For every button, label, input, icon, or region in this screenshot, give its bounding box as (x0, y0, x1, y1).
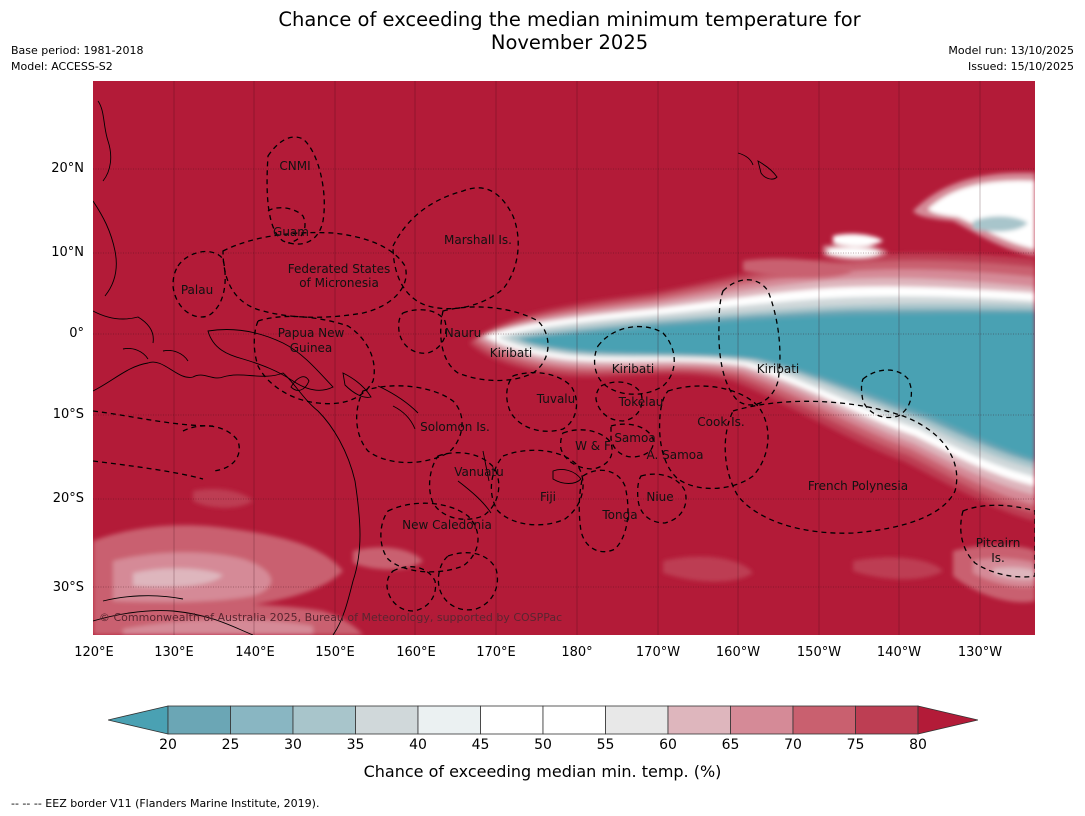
map-panel: CNMI Guam Marshall Is. Federated States … (93, 81, 1035, 635)
label-fsm-line2: of Micronesia (299, 276, 379, 290)
title-line-2: November 2025 (490, 31, 649, 54)
label-solomon: Solomon Is. (420, 420, 490, 434)
label-kiribati-west: Kiribati (490, 346, 532, 360)
label-tonga: Tonga (601, 508, 637, 522)
lat-label-20s: 20°S (52, 491, 84, 506)
label-guam: Guam (273, 225, 309, 239)
model-name: Model: ACCESS-S2 (11, 60, 113, 73)
colorbar-low-extend (108, 705, 169, 735)
label-png-line2: Guinea (290, 341, 333, 355)
colorbar-segments (167, 705, 919, 735)
lat-label-20n: 20°N (51, 161, 84, 176)
colorbar-tick-label: 50 (534, 737, 552, 753)
copyright-text: © Commonwealth of Australia 2025, Bureau… (99, 611, 562, 624)
label-png-line1: Papua New (278, 326, 345, 340)
cold-tongue (469, 253, 1035, 521)
lat-label-30s: 30°S (52, 580, 84, 595)
label-nauru: Nauru (445, 326, 481, 340)
colorbar-tick-label: 55 (596, 737, 615, 753)
colorbar-title: Chance of exceeding median min. temp. (%… (363, 762, 722, 781)
label-kiribati-central: Kiribati (612, 362, 654, 376)
label-pitcairn-line1: Pitcairn (976, 536, 1021, 550)
lat-label-0: 0° (69, 326, 84, 341)
colorbar-segment (292, 705, 356, 735)
lat-label-10s: 10°S (52, 407, 84, 422)
lon-label-130w: 130°W (957, 645, 1003, 660)
colorbar-tick-label: 45 (471, 737, 490, 753)
label-kiribati-east: Kiribati (757, 362, 799, 376)
label-pitcairn-line2: Is. (991, 551, 1005, 565)
label-niue: Niue (646, 490, 673, 504)
colorbar-tick-label: 25 (221, 737, 240, 753)
colorbar-segment (730, 705, 794, 735)
lon-label-160e: 160°E (396, 645, 436, 660)
northeast-pale-patches (743, 172, 1035, 278)
lon-label-180: 180° (561, 645, 593, 660)
issued-date: Issued: 15/10/2025 (967, 60, 1074, 73)
colorbar-tick-label: 75 (846, 737, 865, 753)
label-french-polynesia: French Polynesia (808, 479, 908, 493)
label-cnmi: CNMI (279, 159, 310, 173)
label-new-caledonia: New Caledonia (402, 518, 492, 532)
colorbar-tick-label: 80 (909, 737, 927, 753)
label-palau: Palau (181, 283, 213, 297)
colorbar-segment (792, 705, 856, 735)
lon-label-130e: 130°E (154, 645, 194, 660)
map-svg: CNMI Guam Marshall Is. Federated States … (93, 81, 1035, 635)
lon-label-150e: 150°E (315, 645, 355, 660)
lon-label-170e: 170°E (476, 645, 516, 660)
label-marshall: Marshall Is. (444, 233, 512, 247)
lon-label-140e: 140°E (235, 645, 275, 660)
label-cook: Cook Is. (697, 415, 744, 429)
colorbar-segment (480, 705, 544, 735)
label-tuvalu: Tuvalu (536, 392, 576, 406)
colorbar-tick-label: 40 (409, 737, 427, 753)
colorbar-tick-label: 30 (284, 737, 302, 753)
label-tokelau: Tokelau (618, 395, 664, 409)
colorbar-segment (605, 705, 669, 735)
label-fsm-line1: Federated States (288, 262, 390, 276)
map-title: Chance of exceeding the median minimum t… (0, 8, 1085, 54)
colorbar-tick-label: 65 (721, 737, 740, 753)
title-line-1: Chance of exceeding the median minimum t… (278, 8, 861, 31)
colorbar (108, 705, 978, 735)
colorbar-segment (355, 705, 419, 735)
label-wf: W & F (575, 439, 611, 453)
lon-label-150w: 150°W (796, 645, 842, 660)
lon-label-120e: 120°E (74, 645, 114, 660)
colorbar-segment (417, 705, 481, 735)
lat-label-10n: 10°N (51, 245, 84, 260)
colorbar-segment (667, 705, 731, 735)
colorbar-segment (542, 705, 606, 735)
label-samoa: Samoa (614, 431, 655, 445)
colorbar-tick-label: 20 (159, 737, 177, 753)
coastlines (93, 100, 778, 635)
model-run: Model run: 13/10/2025 (948, 44, 1074, 57)
colorbar-segment (855, 705, 919, 735)
lon-label-140w: 140°W (876, 645, 922, 660)
region-labels: CNMI Guam Marshall Is. Federated States … (99, 159, 1020, 624)
colorbar-segment (167, 705, 231, 735)
colorbar-tick-label: 35 (346, 737, 365, 753)
meridians (173, 81, 981, 635)
lon-label-170w: 170°W (635, 645, 681, 660)
meta-left: Base period: 1981-2018 Model: ACCESS-S2 (11, 43, 143, 75)
label-vanuatu: Vanuatu (454, 465, 504, 479)
colorbar-high-extend (917, 705, 978, 735)
colorbar-tick-label: 70 (784, 737, 802, 753)
colorbar-segment (230, 705, 294, 735)
lon-label-160w: 160°W (715, 645, 761, 660)
meta-right: Model run: 13/10/2025 Issued: 15/10/2025 (948, 43, 1074, 75)
colorbar-tick-label: 60 (659, 737, 677, 753)
label-asamoa: A. Samoa (647, 448, 704, 462)
base-period: Base period: 1981-2018 (11, 44, 144, 57)
eez-footnote: -- -- -- EEZ border V11 (Flanders Marine… (11, 797, 320, 810)
label-fiji: Fiji (540, 490, 556, 504)
eez-borders (93, 136, 1035, 612)
